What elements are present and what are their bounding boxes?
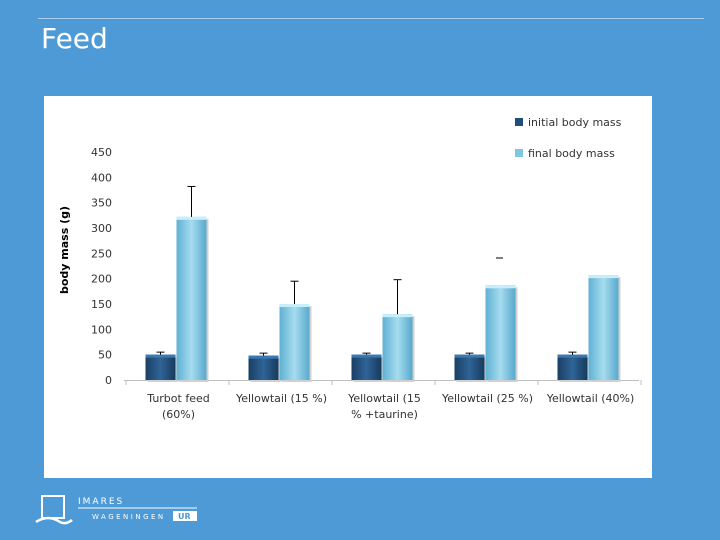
- bar-top-cap: [557, 354, 588, 358]
- y-tick-label: 250: [91, 247, 112, 260]
- bar-initial-body-mass: [351, 354, 382, 380]
- legend-label: final body mass: [528, 147, 615, 160]
- logo-imares-text: IMARES: [78, 497, 124, 507]
- x-category-label: Yellowtail (25 %): [441, 392, 533, 405]
- bar-initial-body-mass: [145, 354, 176, 380]
- logo-ur-text: UR: [178, 512, 191, 521]
- bars-group: [145, 185, 621, 382]
- bar-top-cap: [145, 354, 176, 358]
- x-category-label: Turbot feed: [146, 392, 209, 405]
- bar-top-cap: [382, 314, 413, 318]
- bar-final-body-mass: [176, 216, 207, 380]
- axes-group: 0 50 100 150 200 250 300 350 400 450 body mass (g): [58, 146, 642, 387]
- logo-wageningen-text: WAGENINGEN: [92, 513, 166, 521]
- legend-swatch: [515, 149, 523, 157]
- x-category-label: % +taurine): [351, 408, 418, 421]
- bar-top-cap: [279, 304, 310, 307]
- bar-initial-body-mass: [557, 354, 588, 380]
- bar-top-cap: [485, 285, 516, 289]
- y-tick-label: 150: [91, 298, 112, 311]
- x-category-label: Yellowtail (15: [347, 392, 421, 405]
- bar-final-body-mass: [279, 304, 310, 380]
- x-labels-group: Turbot feed (60%) Yellowtail (15 %) Yellowt…: [146, 392, 634, 421]
- y-tick-label: 200: [91, 273, 112, 286]
- bar-top-cap: [351, 354, 382, 358]
- bar-top-cap: [454, 354, 485, 358]
- bar-initial-body-mass: [454, 354, 485, 380]
- bar-final-body-mass: [485, 285, 516, 380]
- logo-emblem-icon: [35, 495, 73, 525]
- y-tick-label: 100: [91, 323, 112, 336]
- bar-top-cap: [588, 275, 619, 279]
- y-tick-label: 300: [91, 222, 112, 235]
- bar-final-body-mass: [588, 275, 619, 380]
- y-axis-title: body mass (g): [58, 206, 71, 294]
- y-tick-label: 0: [105, 374, 112, 387]
- y-tick-label: 400: [91, 171, 112, 184]
- bar-final-body-mass: [382, 314, 413, 380]
- slide-title: Feed: [41, 22, 108, 55]
- bar-top-cap: [248, 355, 279, 359]
- bar-top-cap: [176, 216, 207, 220]
- x-category-label: Yellowtail (40%): [546, 392, 635, 405]
- y-tick-label: 350: [91, 197, 112, 210]
- bar-chart: 0 50 100 150 200 250 300 350 400 450 body mass (g)…: [58, 116, 642, 421]
- x-category-label: (60%): [162, 408, 195, 421]
- legend-label: initial body mass: [528, 116, 622, 129]
- x-category-label: Yellowtail (15 %): [235, 392, 327, 405]
- y-tick-label: 450: [91, 146, 112, 159]
- imares-wageningen-logo: IMARES WAGENINGEN UR: [32, 492, 222, 528]
- legend-group: initial body mass final body mass: [515, 116, 622, 160]
- top-rule: [38, 18, 704, 19]
- bar-initial-body-mass: [248, 355, 279, 380]
- chart-panel: 0 50 100 150 200 250 300 350 400 450 body mass (g)…: [44, 96, 652, 478]
- legend-swatch: [515, 118, 523, 126]
- y-tick-label: 50: [98, 349, 112, 362]
